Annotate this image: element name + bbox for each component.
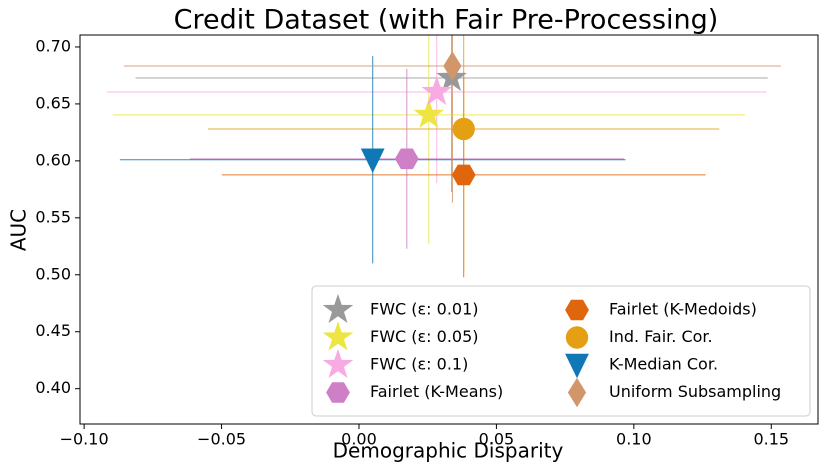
x-tick-label: −0.10 (60, 430, 109, 449)
legend: FWC (ε: 0.01) FWC (ε: 0.05) FWC (ε: 0.1) Fa… (311, 285, 811, 417)
point (413, 98, 445, 128)
x-axis-label: Demographic Disparity (333, 439, 564, 463)
point (394, 148, 419, 170)
y-axis-label: AUC (7, 209, 31, 251)
y-tick-label: 0.45 (35, 321, 71, 340)
legend-marker (322, 348, 354, 378)
y-tick-label: 0.50 (35, 264, 71, 283)
legend-label: FWC (ε: 0.1) (370, 355, 468, 374)
y-tick-label: 0.40 (35, 378, 71, 397)
legend-box (311, 285, 811, 417)
x-tick-label: 0.00 (341, 430, 377, 449)
legend-marker (565, 326, 589, 349)
plot-area (106, 35, 781, 278)
legend-marker (322, 293, 354, 323)
legend-label: FWC (ε: 0.05) (370, 327, 479, 346)
legend-label: K-Median Cor. (609, 355, 718, 374)
legend-label: Uniform Subsampling (609, 382, 781, 401)
legend-label: Fairlet (K-Medoids) (609, 300, 757, 319)
y-tick-label: 0.60 (35, 150, 71, 169)
x-tick-label: 0.05 (479, 430, 515, 449)
y-tick-label: 0.70 (35, 36, 71, 55)
y-tick-label: 0.55 (35, 207, 71, 226)
point (451, 164, 476, 186)
legend-label: Fairlet (K-Means) (370, 382, 503, 401)
x-tick-label: −0.05 (197, 430, 246, 449)
x-tick-label: 0.15 (753, 430, 789, 449)
point (452, 117, 475, 141)
plot-frame (79, 34, 819, 425)
x-tick-label: 0.10 (616, 430, 652, 449)
point (421, 75, 453, 105)
legend-marker (567, 377, 587, 408)
chart-title: Credit Dataset (with Fair Pre-Processing… (174, 5, 719, 36)
legend-marker (565, 353, 589, 379)
y-tick-label: 0.65 (35, 93, 71, 112)
point (360, 148, 385, 173)
legend-marker (565, 299, 589, 321)
point (443, 51, 462, 81)
legend-label: FWC (ε: 0.01) (370, 300, 479, 319)
legend-marker (326, 382, 350, 403)
legend-label: Ind. Fair. Cor. (609, 327, 713, 346)
legend-marker (322, 321, 354, 351)
